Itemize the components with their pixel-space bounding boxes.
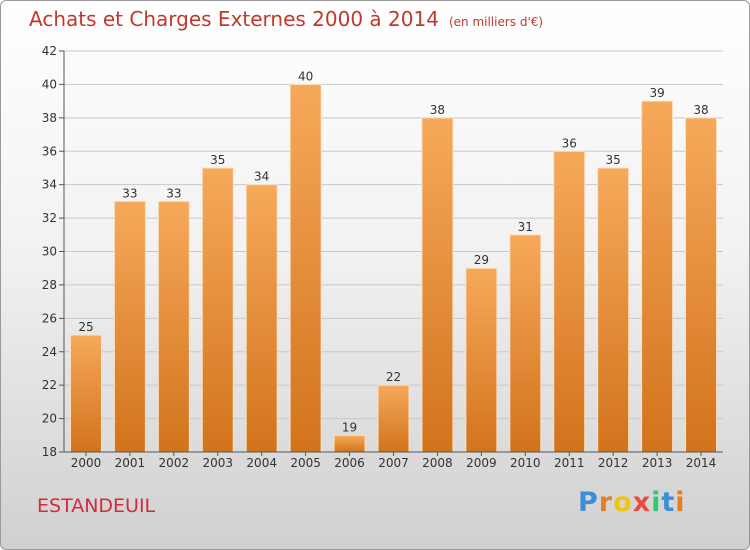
x-tick-label: 2014 — [686, 456, 717, 470]
x-tick-label: 2012 — [598, 456, 629, 470]
x-tick-label: 2007 — [378, 456, 409, 470]
x-tick-label: 2010 — [510, 456, 541, 470]
bar-value-label: 40 — [298, 69, 313, 83]
bar-value-label: 31 — [518, 220, 533, 234]
logo-letter: r — [598, 487, 614, 518]
x-tick-label: 2006 — [334, 456, 365, 470]
bar-value-label: 35 — [210, 153, 225, 167]
bar-value-label: 34 — [254, 170, 269, 184]
logo-letter: o — [613, 487, 633, 518]
bar — [333, 434, 366, 453]
bar-value-label: 33 — [166, 186, 181, 200]
x-tick-label: 2001 — [115, 456, 146, 470]
y-tick-label: 32 — [42, 211, 57, 225]
y-tick-label: 30 — [42, 245, 57, 259]
logo-letter: x — [632, 487, 652, 518]
place-name: ESTANDEUIL — [37, 495, 156, 517]
y-tick-label: 34 — [42, 178, 57, 192]
y-tick-label: 36 — [42, 144, 57, 158]
logo-letter: t — [661, 487, 676, 518]
bar-value-label: 39 — [649, 86, 664, 100]
bar-value-label: 19 — [342, 420, 357, 434]
bar — [641, 100, 674, 453]
x-tick-label: 2008 — [422, 456, 453, 470]
bar — [597, 167, 630, 453]
logo-letter: P — [578, 487, 599, 518]
bar — [509, 234, 542, 453]
bar-value-label: 35 — [606, 153, 621, 167]
bar — [69, 334, 102, 453]
y-tick-label: 24 — [42, 345, 57, 359]
x-tick-label: 2004 — [246, 456, 277, 470]
bar-value-label: 36 — [562, 136, 577, 150]
y-tick-label: 26 — [42, 311, 57, 325]
bar-value-label: 38 — [430, 103, 445, 117]
logo-letter: i — [675, 487, 686, 518]
x-tick-label: 2013 — [642, 456, 673, 470]
bar — [157, 200, 190, 453]
chart-subtitle: (en milliers d'€) — [448, 15, 544, 29]
x-tick-label: 2000 — [71, 456, 102, 470]
proxiti-logo: Proxiti — [578, 487, 686, 518]
y-tick-label: 20 — [42, 412, 57, 426]
bar — [465, 267, 498, 453]
chart-title-text: Achats et Charges Externes 2000 à 2014 — [29, 7, 439, 31]
bar — [113, 200, 146, 453]
bar-value-label: 33 — [122, 186, 137, 200]
logo-letter: i — [651, 487, 662, 518]
bar — [289, 83, 322, 453]
x-tick-label: 2011 — [554, 456, 585, 470]
bar — [421, 117, 454, 453]
y-tick-label: 18 — [42, 445, 57, 459]
chart-title: Achats et Charges Externes 2000 à 2014 (e… — [29, 7, 543, 31]
bar — [553, 150, 586, 453]
y-tick-label: 28 — [42, 278, 57, 292]
bar — [245, 184, 278, 453]
x-tick-label: 2002 — [159, 456, 190, 470]
bar-value-label: 25 — [78, 320, 93, 334]
y-tick-label: 40 — [42, 77, 57, 91]
y-tick-label: 42 — [42, 44, 57, 58]
bar — [377, 384, 410, 453]
y-tick-label: 22 — [42, 378, 57, 392]
bar — [201, 167, 234, 453]
x-tick-label: 2005 — [290, 456, 321, 470]
x-tick-label: 2003 — [202, 456, 233, 470]
y-tick-label: 38 — [42, 111, 57, 125]
bar — [685, 117, 718, 453]
x-tick-label: 2009 — [466, 456, 497, 470]
bar-value-label: 29 — [474, 253, 489, 267]
axes: 18 20 22 24 26 28 30 32 34 36 38 40 42 2000 2001 2002 20… — [42, 44, 723, 470]
bar-value-label: 38 — [693, 103, 708, 117]
bar-value-label: 22 — [386, 370, 401, 384]
bars: 25 33 33 35 34 40 19 22 38 29 31 36 35 39 38 — [69, 69, 718, 453]
